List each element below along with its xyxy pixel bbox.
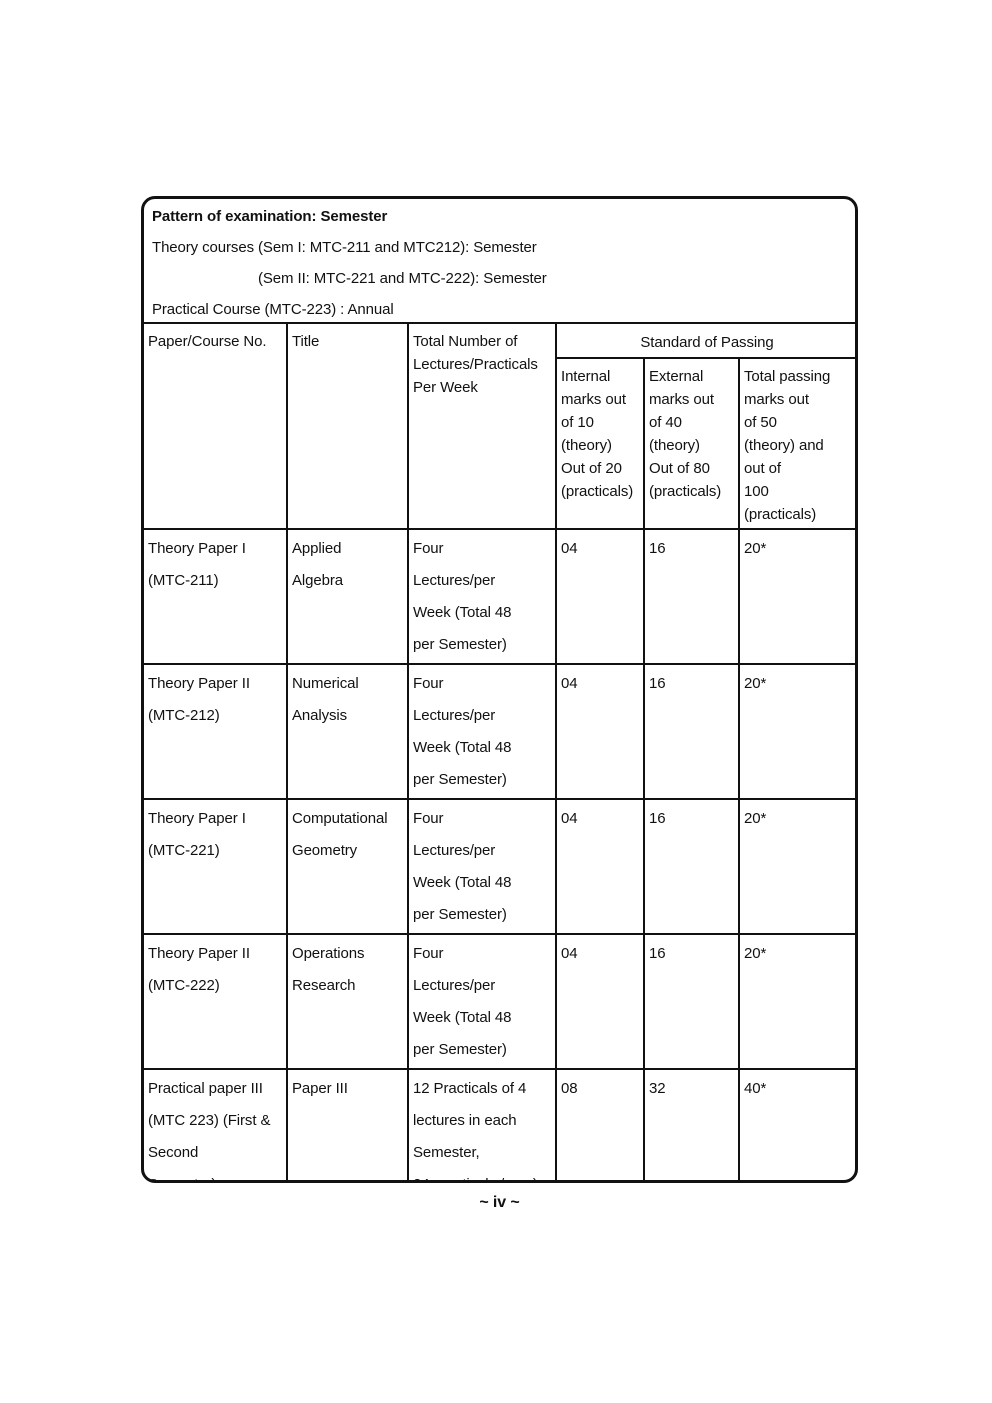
cell-internal: 04 <box>555 798 645 935</box>
header-total-lectures: Total Number of Lectures/Practicals Per … <box>407 322 557 530</box>
header-total-passing-marks: Total passing marks out of 50 (theory) a… <box>738 357 855 530</box>
header-paper-course: Paper/Course No. <box>144 322 288 530</box>
cell-title: Numerical Analysis <box>286 663 409 800</box>
cell-title: Paper III <box>286 1068 409 1180</box>
theory-courses-line: Theory courses (Sem I: MTC-211 and MTC21… <box>152 239 537 256</box>
header-title: Title <box>286 322 409 530</box>
table-row: Theory Paper II (MTC-222) Operations Res… <box>144 933 855 1070</box>
cell-title: Computational Geometry <box>286 798 409 935</box>
cell-paper: Theory Paper I (MTC-221) <box>144 798 288 935</box>
table-header: Paper/Course No. Title Total Number of L… <box>144 322 855 530</box>
cell-external: 32 <box>643 1068 740 1180</box>
header-internal-marks: Internal marks out of 10 (theory) Out of… <box>556 357 645 530</box>
cell-paper: Theory Paper I (MTC-211) <box>144 528 288 665</box>
cell-paper: Practical paper III (MTC 223) (First & S… <box>144 1068 288 1180</box>
cell-lectures: Four Lectures/per Week (Total 48 per Sem… <box>407 528 557 665</box>
table-row: Theory Paper I (MTC-211) Applied Algebra… <box>144 528 855 665</box>
cell-internal: 08 <box>555 1068 645 1180</box>
cell-internal: 04 <box>555 663 645 800</box>
page-number: ~ iv ~ <box>479 1194 520 1211</box>
cell-internal: 04 <box>555 528 645 665</box>
cell-external: 16 <box>643 933 740 1070</box>
cell-internal: 04 <box>555 933 645 1070</box>
pattern-title: Pattern of examination: Semester <box>152 208 388 225</box>
cell-lectures: Four Lectures/per Week (Total 48 per Sem… <box>407 798 557 935</box>
table-row: Practical paper III (MTC 223) (First & S… <box>144 1068 855 1180</box>
header-sub-row: Internal marks out of 10 (theory) Out of… <box>144 357 855 530</box>
table-row: Theory Paper I (MTC-221) Computational G… <box>144 798 855 935</box>
header-group-row: Paper/Course No. Title Total Number of L… <box>144 322 855 530</box>
cell-external: 16 <box>643 663 740 800</box>
cell-external: 16 <box>643 528 740 665</box>
header-standard-of-passing: Standard of Passing <box>555 322 855 359</box>
practical-course-line: Practical Course (MTC-223) : Annual <box>152 301 394 318</box>
cell-paper: Theory Paper II (MTC-212) <box>144 663 288 800</box>
cell-total: 20* <box>738 663 855 800</box>
cell-title: Operations Research <box>286 933 409 1070</box>
cell-external: 16 <box>643 798 740 935</box>
sem2-line: (Sem II: MTC-221 and MTC-222): Semester <box>258 270 547 287</box>
cell-title: Applied Algebra <box>286 528 409 665</box>
exam-table-wrap: Paper/Course No. Title Total Number of L… <box>144 322 855 1180</box>
cell-total: 40* <box>738 1068 855 1180</box>
cell-lectures: 12 Practicals of 4 lectures in each Seme… <box>407 1068 557 1180</box>
cell-lectures: Four Lectures/per Week (Total 48 per Sem… <box>407 933 557 1070</box>
exam-pattern-box: Pattern of examination: Semester Theory … <box>141 196 858 1183</box>
header-external-marks: External marks out of 40 (theory) Out of… <box>643 357 740 530</box>
preamble: Pattern of examination: Semester Theory … <box>144 199 855 322</box>
table-body: Theory Paper I (MTC-211) Applied Algebra… <box>144 528 855 1180</box>
cell-paper: Theory Paper II (MTC-222) <box>144 933 288 1070</box>
cell-total: 20* <box>738 933 855 1070</box>
cell-total: 20* <box>738 528 855 665</box>
exam-table: Paper/Course No. Title Total Number of L… <box>144 322 855 1180</box>
cell-total: 20* <box>738 798 855 935</box>
table-row: Theory Paper II (MTC-212) Numerical Anal… <box>144 663 855 800</box>
cell-lectures: Four Lectures/per Week (Total 48 per Sem… <box>407 663 557 800</box>
